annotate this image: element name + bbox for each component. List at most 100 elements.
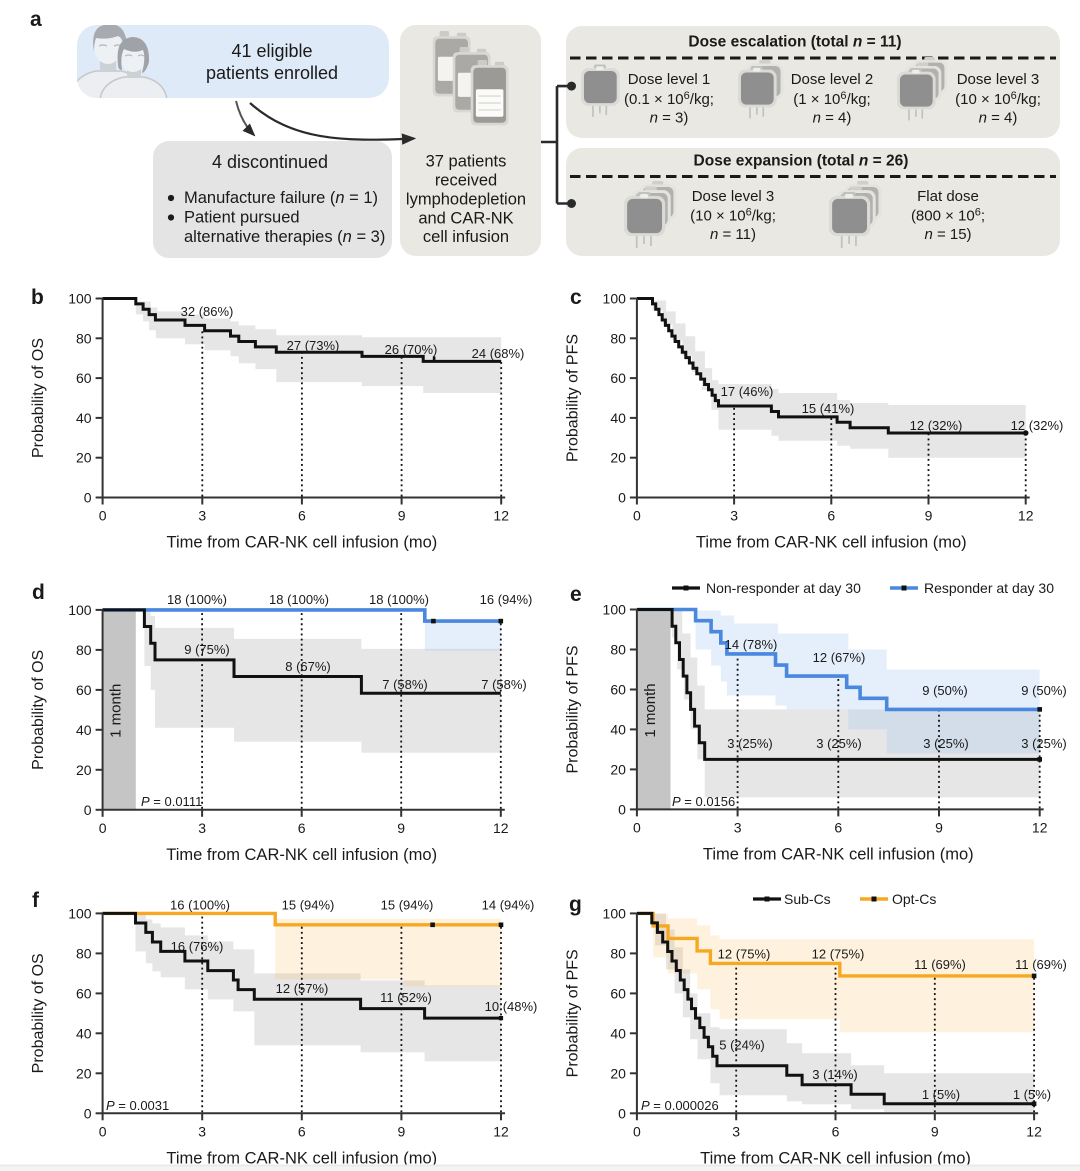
svg-text:9: 9: [398, 1123, 406, 1139]
svg-text:15 (94%): 15 (94%): [381, 898, 434, 913]
svg-text:1 month: 1 month: [108, 684, 125, 738]
svg-text:9: 9: [931, 1123, 939, 1139]
svg-text:12: 12: [493, 1123, 509, 1139]
svg-text:(10 × 106/kg;: (10 × 106/kg;: [690, 207, 776, 225]
svg-text:Dose escalation (total n = 11): Dose escalation (total n = 11): [688, 34, 901, 51]
svg-text:3: 3: [198, 820, 206, 836]
svg-text:7 (58%): 7 (58%): [481, 677, 527, 692]
svg-text:3 (25%): 3 (25%): [923, 736, 969, 751]
svg-text:9: 9: [935, 819, 943, 835]
svg-text:3: 3: [198, 508, 206, 524]
svg-text:n = 3): n = 3): [650, 110, 689, 127]
svg-text:100: 100: [603, 291, 627, 307]
svg-text:20: 20: [610, 761, 626, 777]
svg-text:24 (68%): 24 (68%): [472, 346, 525, 361]
svg-text:3 (25%): 3 (25%): [727, 736, 773, 751]
svg-text:12 (32%): 12 (32%): [910, 418, 963, 433]
svg-text:60: 60: [76, 682, 92, 698]
svg-text:60: 60: [610, 682, 626, 698]
svg-text:P = 0.0031: P = 0.0031: [106, 1098, 169, 1113]
svg-text:f: f: [32, 889, 40, 912]
svg-text:40: 40: [610, 721, 626, 737]
svg-text:10 (48%): 10 (48%): [485, 999, 538, 1014]
svg-text:0: 0: [84, 802, 92, 818]
svg-text:20: 20: [610, 1065, 626, 1081]
svg-text:8 (67%): 8 (67%): [285, 659, 331, 674]
svg-text:12 (67%): 12 (67%): [813, 650, 866, 665]
svg-text:n = 4): n = 4): [979, 110, 1018, 127]
svg-text:n = 15): n = 15): [924, 226, 971, 243]
svg-text:11 (69%): 11 (69%): [914, 957, 966, 972]
svg-text:7 (58%): 7 (58%): [382, 677, 428, 692]
svg-text:20: 20: [76, 450, 92, 466]
svg-text:0: 0: [618, 490, 626, 506]
svg-text:3 (25%): 3 (25%): [1021, 736, 1067, 751]
svg-text:P = 0.0156: P = 0.0156: [672, 794, 735, 809]
svg-text:(10 × 106/kg;: (10 × 106/kg;: [955, 90, 1041, 108]
svg-text:alternative therapies (n = 3): alternative therapies (n = 3): [184, 228, 385, 246]
svg-text:6: 6: [832, 1123, 840, 1139]
svg-text:80: 80: [76, 330, 92, 346]
svg-text:40: 40: [76, 1025, 92, 1041]
svg-text:Time from CAR-NK cell infusion: Time from CAR-NK cell infusion (mo): [700, 1149, 971, 1167]
svg-text:12: 12: [493, 508, 509, 524]
svg-text:d: d: [32, 581, 45, 604]
svg-text:0: 0: [618, 801, 626, 817]
svg-text:12: 12: [1018, 508, 1034, 524]
svg-text:15 (94%): 15 (94%): [282, 898, 335, 913]
svg-text:b: b: [31, 286, 44, 309]
svg-text:3: 3: [198, 1123, 206, 1139]
svg-text:60: 60: [610, 370, 626, 386]
svg-text:60: 60: [610, 985, 626, 1001]
svg-text:12: 12: [1026, 1123, 1042, 1139]
svg-text:Time from CAR-NK cell infusion: Time from CAR-NK cell infusion (mo): [166, 846, 437, 864]
svg-text:Probability of PFS: Probability of PFS: [564, 949, 581, 1077]
svg-text:16 (76%): 16 (76%): [171, 939, 224, 954]
svg-text:g: g: [569, 893, 582, 916]
svg-text:14 (78%): 14 (78%): [725, 637, 778, 652]
svg-text:15 (41%): 15 (41%): [802, 401, 855, 416]
svg-text:100: 100: [603, 905, 627, 921]
svg-text:17 (46%): 17 (46%): [721, 384, 774, 399]
svg-text:14 (94%): 14 (94%): [482, 898, 535, 913]
svg-text:Probability of PFS: Probability of PFS: [564, 645, 581, 773]
svg-text:32 (86%): 32 (86%): [181, 304, 234, 319]
svg-text:n = 11): n = 11): [710, 226, 756, 243]
svg-text:9 (75%): 9 (75%): [184, 642, 230, 657]
svg-text:Sub-Cs: Sub-Cs: [784, 891, 831, 907]
svg-text:(1 × 106/kg;: (1 × 106/kg;: [793, 90, 870, 108]
svg-text:12 (32%): 12 (32%): [1011, 418, 1064, 433]
svg-text:18 (100%): 18 (100%): [269, 592, 329, 607]
svg-text:80: 80: [76, 945, 92, 961]
svg-text:c: c: [570, 286, 582, 309]
svg-text:20: 20: [76, 762, 92, 778]
svg-text:18 (100%): 18 (100%): [369, 592, 429, 607]
svg-text:Probability of PFS: Probability of PFS: [564, 334, 581, 462]
svg-text:Dose level 2: Dose level 2: [791, 71, 874, 88]
svg-text:16 (94%): 16 (94%): [480, 592, 533, 607]
svg-text:Probability of OS: Probability of OS: [30, 338, 47, 458]
svg-text:Non-responder at day 30: Non-responder at day 30: [706, 580, 861, 596]
svg-text:(0.1 × 106/kg;: (0.1 × 106/kg;: [624, 90, 714, 108]
svg-text:80: 80: [610, 642, 626, 658]
svg-text:P = 0.0111: P = 0.0111: [141, 794, 202, 809]
svg-text:100: 100: [68, 291, 92, 307]
svg-text:0: 0: [84, 490, 92, 506]
svg-text:27 (73%): 27 (73%): [287, 338, 340, 353]
svg-text:9: 9: [397, 820, 405, 836]
svg-text:3 (14%): 3 (14%): [812, 1067, 858, 1082]
svg-text:40: 40: [610, 410, 626, 426]
svg-text:100: 100: [68, 905, 92, 921]
svg-text:1 month: 1 month: [642, 683, 659, 737]
svg-text:18 (100%): 18 (100%): [167, 592, 227, 607]
svg-text:9 (50%): 9 (50%): [1021, 683, 1067, 698]
svg-text:6: 6: [834, 819, 842, 835]
svg-text:9: 9: [398, 508, 406, 524]
svg-text:12 (57%): 12 (57%): [276, 981, 329, 996]
svg-text:cell infusion: cell infusion: [423, 228, 509, 246]
svg-text:26 (70%): 26 (70%): [385, 342, 438, 357]
svg-text:0: 0: [618, 1105, 626, 1121]
svg-text:received: received: [435, 172, 497, 190]
svg-text:37 patients: 37 patients: [426, 153, 507, 171]
svg-text:Time from CAR-NK cell infusion: Time from CAR-NK cell infusion (mo): [696, 534, 967, 552]
